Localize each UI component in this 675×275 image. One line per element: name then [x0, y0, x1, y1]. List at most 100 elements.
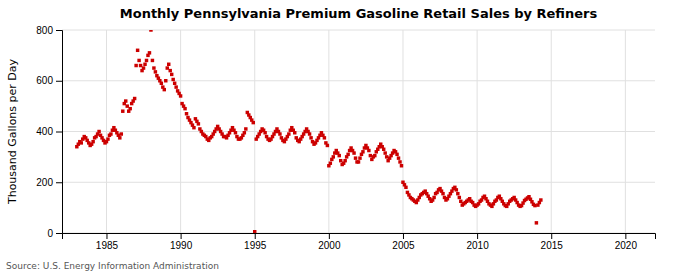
point — [361, 150, 364, 153]
point — [253, 230, 256, 233]
tick-mark — [56, 233, 62, 234]
point — [244, 127, 247, 130]
tick-label: 400 — [36, 126, 53, 137]
tick-mark — [329, 233, 330, 239]
point — [287, 132, 290, 135]
point — [118, 136, 121, 139]
point — [142, 66, 145, 69]
point — [278, 132, 281, 135]
point — [293, 131, 296, 134]
point — [136, 49, 139, 52]
tick-mark — [56, 132, 62, 133]
tick-mark — [477, 233, 478, 239]
point — [404, 186, 407, 189]
tick: 800 — [36, 25, 62, 36]
point — [167, 63, 170, 66]
point — [383, 151, 386, 154]
point — [151, 59, 154, 62]
point — [170, 73, 173, 76]
tick-label: 800 — [36, 25, 53, 36]
point — [308, 132, 311, 135]
point — [185, 112, 188, 115]
point — [395, 153, 398, 156]
tick-label: 2000 — [318, 240, 341, 251]
grid-line-y — [62, 131, 655, 132]
annotation: Source: U.S. Energy Information Administ… — [6, 261, 219, 271]
tick: 2020 — [615, 233, 638, 251]
point — [166, 66, 169, 69]
tick: 2015 — [541, 233, 564, 251]
tick-mark — [625, 233, 626, 239]
point — [382, 148, 385, 151]
plot: 1985 1990 1995 2000 2005 2010 2015 2020 0 200 400 6… — [36, 25, 655, 251]
point — [243, 131, 246, 134]
point — [139, 64, 142, 67]
tick: 2000 — [318, 233, 341, 251]
point — [148, 51, 151, 54]
point — [343, 159, 346, 162]
grid-line-y — [62, 80, 655, 81]
point — [352, 151, 355, 154]
tick-label: 1985 — [96, 240, 119, 251]
tick-mark — [181, 233, 182, 239]
point — [367, 149, 370, 152]
tick-label: 2020 — [615, 240, 638, 251]
point — [143, 63, 146, 66]
point — [133, 97, 136, 100]
tick: 2005 — [392, 233, 415, 251]
point — [332, 155, 335, 158]
y-axis: 0 200 400 600 800 — [36, 25, 62, 239]
point — [357, 160, 360, 163]
point — [535, 221, 538, 224]
tick-label: 1990 — [170, 240, 193, 251]
point — [263, 131, 266, 134]
point — [149, 30, 152, 32]
points — [75, 30, 542, 233]
point — [80, 141, 83, 144]
point — [91, 140, 94, 143]
point — [398, 160, 401, 163]
point — [192, 126, 195, 129]
point — [160, 82, 163, 85]
point — [164, 79, 167, 82]
point — [400, 164, 403, 167]
tick: 1990 — [170, 233, 193, 251]
point — [154, 70, 157, 73]
point — [97, 130, 100, 133]
point — [183, 107, 186, 110]
point — [134, 64, 137, 67]
point — [337, 154, 340, 157]
y-axis-title: Thousand Gallons per Day — [6, 58, 19, 205]
point — [309, 136, 312, 139]
tick: 1995 — [244, 233, 267, 251]
tick: 400 — [36, 126, 62, 137]
tick-label: 200 — [36, 177, 53, 188]
axis-line — [63, 234, 656, 240]
tick: 600 — [36, 75, 62, 86]
tick-label: 0 — [47, 228, 53, 239]
tick: 1985 — [96, 233, 119, 251]
point — [358, 156, 361, 159]
point — [369, 154, 372, 157]
point — [323, 136, 326, 139]
point — [128, 107, 131, 110]
grid — [62, 30, 655, 233]
point — [326, 144, 329, 147]
tick-label: 2015 — [541, 240, 564, 251]
tick-mark — [106, 233, 107, 239]
point — [145, 59, 148, 62]
x-axis: 1985 1990 1995 2000 2005 2010 2015 2020 — [63, 233, 656, 251]
point — [173, 82, 176, 85]
point — [252, 121, 255, 124]
point — [137, 59, 140, 62]
point — [171, 78, 174, 81]
grid-line-y — [62, 182, 655, 183]
point — [458, 196, 461, 199]
point — [329, 161, 332, 164]
point — [125, 104, 128, 107]
point — [106, 137, 109, 140]
tick: 2010 — [466, 233, 489, 251]
point — [539, 198, 542, 201]
point — [121, 109, 124, 112]
point — [459, 200, 462, 203]
